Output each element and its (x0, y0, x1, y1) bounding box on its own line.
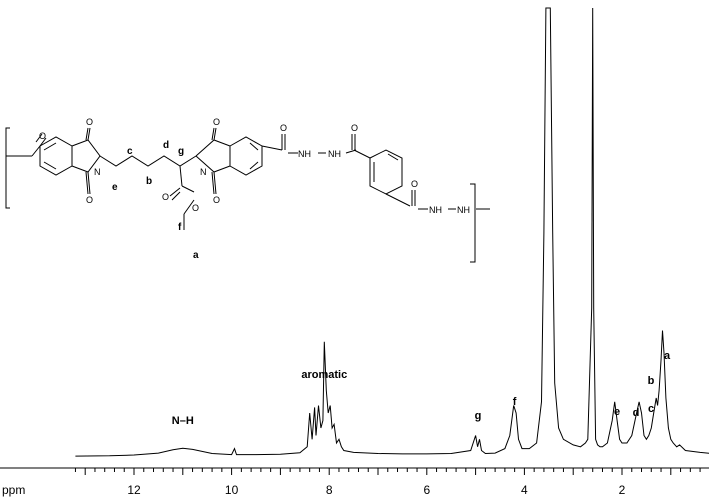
structure-atom-labels: O O O N O O N O O O NH NH O O NH NH (39, 117, 470, 215)
structure-right-bracket (470, 183, 476, 263)
atom-o: O (411, 179, 418, 189)
atom-o: O (351, 123, 358, 133)
peak-annotations: N–H aromatic g f e d c b a (172, 350, 671, 427)
structure-bond (85, 127, 89, 141)
structure-bond (249, 161, 259, 170)
peak-label: f (513, 396, 517, 408)
structure-label-c: c (127, 146, 133, 157)
structure-label-a: a (193, 250, 199, 261)
structure-bond (387, 153, 399, 161)
structure-label-b: b (146, 176, 152, 187)
structure-bond (181, 185, 195, 193)
structure-bond (353, 149, 371, 159)
structure-bond (261, 145, 283, 151)
structure-bond (179, 165, 183, 187)
atom-o: O (39, 131, 46, 141)
atom-n: N (200, 167, 207, 177)
structure-bond (213, 127, 217, 141)
structure-bond (211, 171, 215, 195)
structure-benzene-ring-right (369, 149, 403, 195)
peak-label: a (664, 350, 671, 362)
x-tick-label: 12 (127, 483, 141, 497)
x-tick-label: 2 (619, 483, 626, 497)
structure-bond (385, 193, 411, 207)
peak-label: e (614, 406, 620, 418)
atom-o: O (213, 117, 220, 127)
peak-label: b (648, 375, 655, 387)
atom-nh: NH (457, 205, 470, 215)
peak-label: N–H (172, 415, 194, 427)
peak-label: aromatic (301, 369, 347, 381)
atom-nh: NH (298, 149, 311, 159)
x-tick-label: 4 (521, 483, 528, 497)
peak-label: c (648, 403, 654, 415)
structure-bond (43, 142, 57, 151)
structure-bond (183, 199, 195, 215)
x-axis-label: ppm (2, 483, 25, 497)
structure-position-labels: e c b d g f a (112, 140, 199, 261)
atom-nh: NH (429, 205, 442, 215)
x-axis: 12 10 8 6 4 2 ppm (0, 467, 709, 497)
structure-bond (211, 127, 215, 141)
structure-bond (39, 137, 47, 147)
structure-label-f: f (178, 222, 182, 233)
structure-label-e: e (112, 182, 118, 193)
atom-nh: NH (328, 149, 341, 159)
structure-aliphatic-chain (99, 155, 197, 167)
atom-o: O (192, 203, 199, 213)
structure-bond (31, 145, 41, 157)
structure-bond (171, 191, 181, 201)
structure-bond (87, 171, 91, 195)
x-tick-label: 6 (423, 483, 430, 497)
structure-bond (85, 171, 89, 195)
structure-label-d: d (163, 140, 169, 151)
structure-bond (213, 171, 217, 195)
structure-benzene-ring-center (229, 136, 263, 176)
peak-label: d (633, 407, 640, 419)
x-axis-major-ticks: 12 10 8 6 4 2 (84, 468, 672, 497)
atom-o: O (162, 192, 169, 202)
peak-label: g (475, 410, 482, 422)
structure-bond (35, 133, 43, 143)
polymer-structure (5, 127, 490, 263)
structure-left-bracket (5, 127, 10, 209)
structure-bond (249, 142, 259, 151)
structure-benzene-ring-left (39, 136, 73, 176)
x-axis-minor-ticks (74, 468, 701, 472)
atom-o: O (86, 117, 93, 127)
atom-o: O (280, 123, 287, 133)
atom-o: O (213, 195, 220, 205)
structure-bond (43, 161, 57, 170)
structure-label-g: g (178, 146, 184, 157)
x-tick-label: 8 (326, 483, 333, 497)
spectrum-line (75, 7, 709, 457)
x-tick-label: 10 (225, 483, 239, 497)
structure-bond (87, 127, 91, 141)
atom-o: O (86, 195, 93, 205)
structure-bond (169, 187, 181, 197)
atom-n: N (94, 167, 101, 177)
